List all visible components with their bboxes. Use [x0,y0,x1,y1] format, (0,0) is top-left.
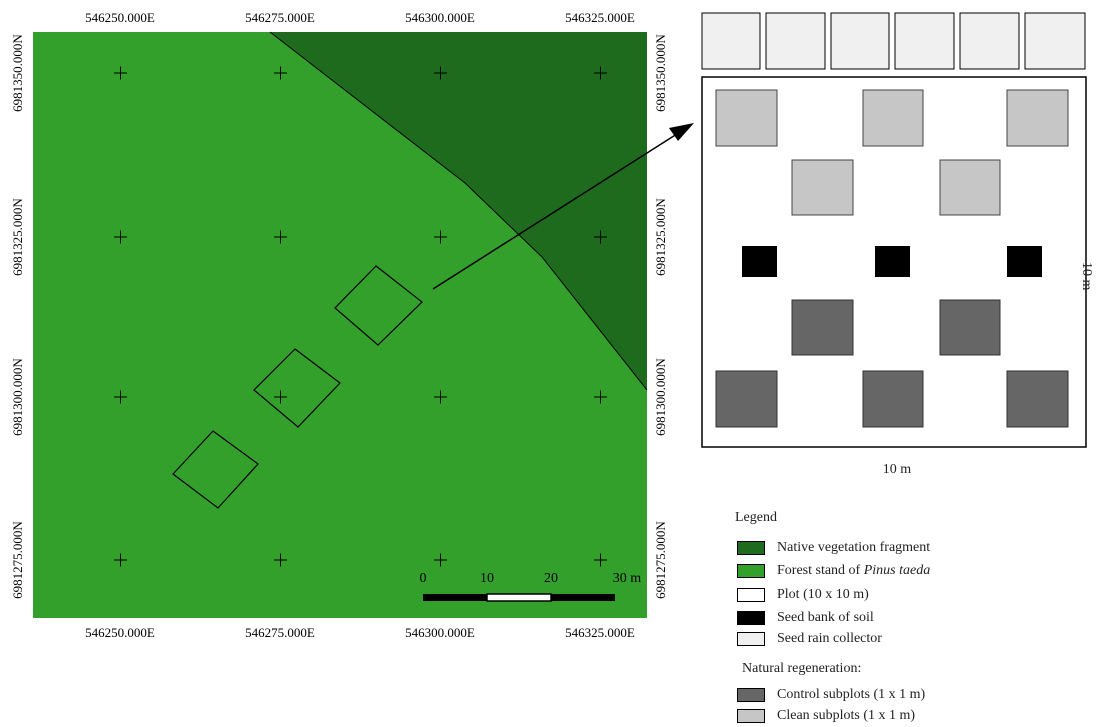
control-subplot [862,370,924,428]
scale-tick-0: 0 [420,571,427,586]
seed-rain-collector [959,12,1020,70]
seed-bank-swatch [737,611,765,625]
detail-arrow [432,131,681,290]
top-easting-label: 546325.000E [565,10,635,25]
native-vegetation-fragment [270,32,647,390]
clean-subplot [939,159,1001,216]
arrow-head-icon [669,123,694,141]
top-easting-label: 546300.000E [405,10,475,25]
top-easting-labels: 546250.000E 546275.000E 546300.000E 5463… [85,10,635,25]
right-northing-label: 6981350.000N [653,34,668,112]
pinus-stand-swatch [737,564,765,578]
clean-subplot [862,89,924,147]
control-subplot [791,299,854,356]
sample-plot-2 [253,348,341,428]
legend-label-part: Forest stand of [777,563,864,578]
scale-tick-1: 10 [480,571,494,586]
legend-label: Clean subplots (1 x 1 m) [777,708,916,723]
seed-rain-collector [830,12,890,70]
sample-plot-1 [334,265,423,346]
legend-label: Forest stand of Pinus taeda [777,562,930,580]
seed-bank-sample [875,246,910,277]
graticule-crosses [114,66,607,567]
right-northing-label: 6981325.000N [653,198,668,276]
legend-label: Seed bank of soil [777,610,874,625]
sample-plot-3 [172,430,259,509]
bottom-easting-label: 546250.000E [85,625,155,640]
legend-label-italic: Pinus taeda [863,563,931,578]
seed-rain-collectors [701,12,1086,70]
native-vegetation-swatch [737,541,765,555]
fragment-boundary [269,31,648,391]
bottom-easting-label: 546300.000E [405,625,475,640]
left-northing-label: 6981325.000N [10,198,25,276]
bottom-easting-label: 546275.000E [245,625,315,640]
legend-label: Control subplots (1 x 1 m) [777,687,926,702]
control-subplot-swatch [737,688,765,702]
right-northing-label: 6981300.000N [653,358,668,436]
seed-rain-collector [1024,12,1086,70]
scale-bar: 0 10 20 30 m [420,571,642,602]
seed-rain-swatch [737,632,765,646]
seed-bank-samples [742,246,1042,277]
control-subplots [715,299,1069,428]
left-northing-labels: 6981350.000N 6981325.000N 6981300.000N 6… [10,34,25,599]
seed-bank-sample [742,246,777,277]
regeneration-heading: Natural regeneration: [742,661,862,676]
top-easting-label: 546275.000E [245,10,315,25]
control-subplot [715,370,778,428]
left-northing-label: 6981275.000N [10,521,25,599]
bottom-easting-labels: 546250.000E 546275.000E 546300.000E 5463… [85,625,635,640]
legend-title: Legend [735,510,777,525]
clean-subplot [791,159,854,216]
legend-label: Seed rain collector [777,631,882,646]
control-subplot [1006,370,1069,428]
scale-tick-2: 20 [544,571,558,586]
left-northing-label: 6981300.000N [10,358,25,436]
right-northing-labels: 6981350.000N 6981325.000N 6981300.000N 6… [653,34,668,599]
right-northing-label: 6981275.000N [653,521,668,599]
left-northing-label: 6981350.000N [10,34,25,112]
seed-rain-collector [701,12,761,70]
clean-subplot [1006,89,1069,147]
legend-label: Plot (10 x 10 m) [777,587,869,602]
bottom-easting-label: 546325.000E [565,625,635,640]
plot-swatch [737,588,765,602]
scale-end-label: 30 m [613,571,642,586]
top-easting-label: 546250.000E [85,10,155,25]
seed-rain-collector [894,12,955,70]
clean-subplot-swatch [737,709,765,723]
clean-subplots [715,89,1069,216]
control-subplot [939,299,1001,356]
legend-label: Native vegetation fragment [777,540,931,555]
plot-width-label: 10 m [882,462,912,477]
plot-height-label: 10 m [1079,262,1094,291]
seed-rain-collector [765,12,826,70]
seed-bank-sample [1007,246,1042,277]
clean-subplot [715,89,778,147]
